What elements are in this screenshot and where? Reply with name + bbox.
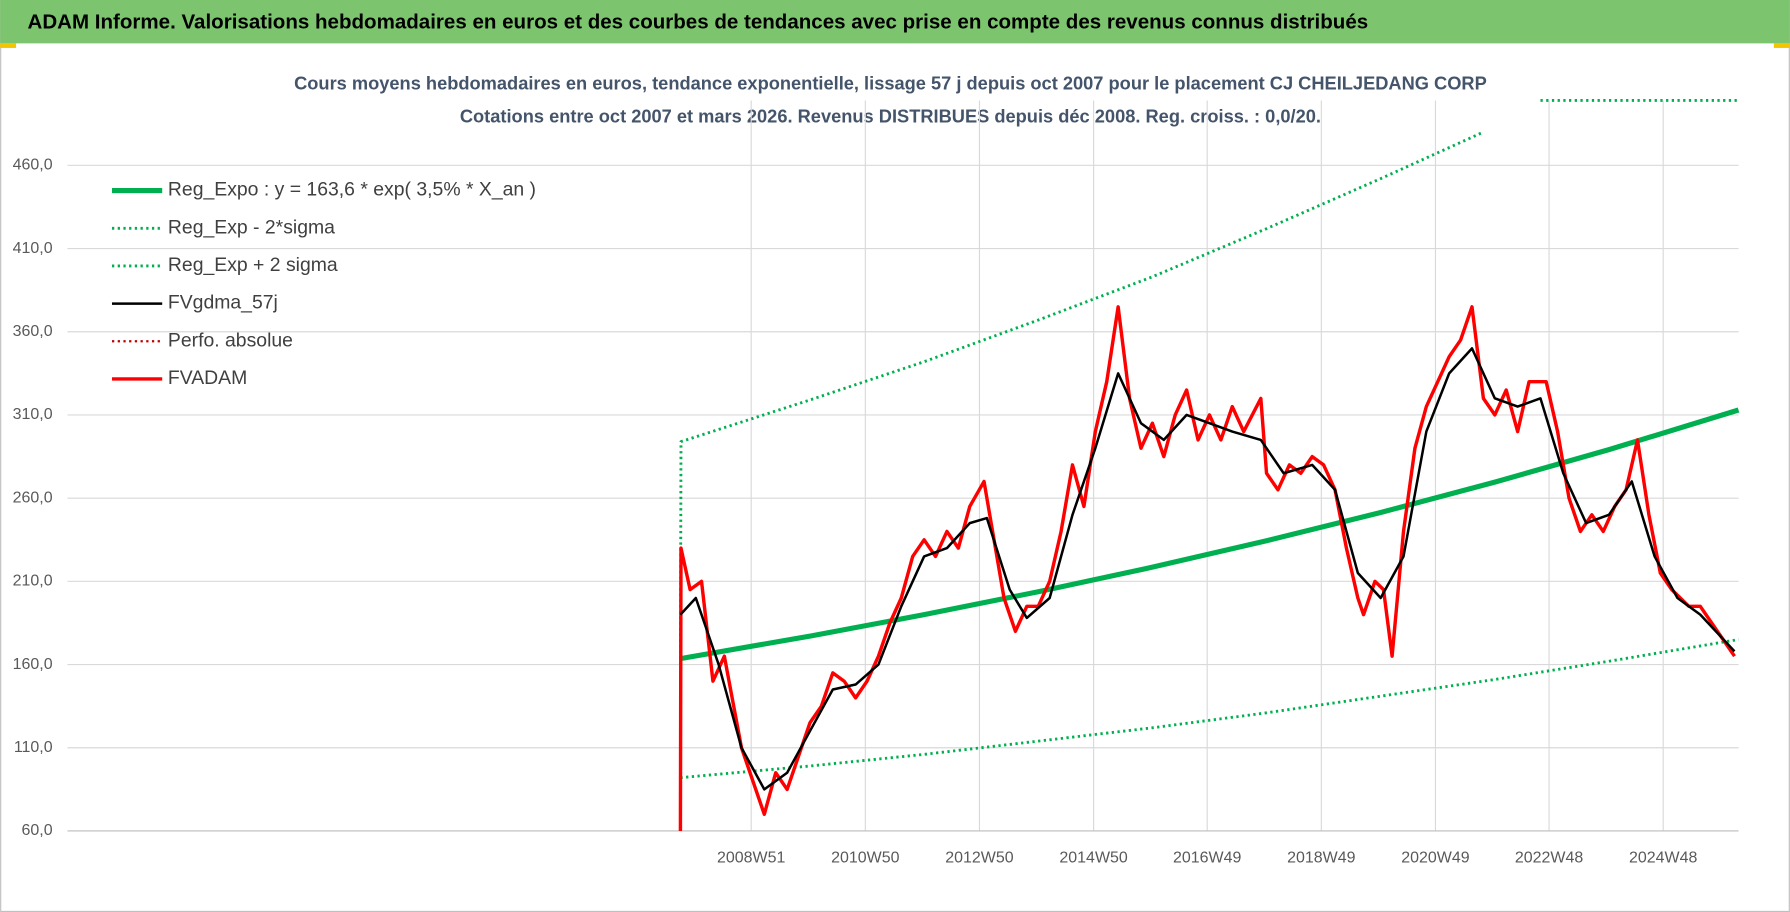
y-tick-label: 360,0 xyxy=(13,323,53,340)
x-tick-label: 2014W50 xyxy=(1059,850,1127,867)
legend-label: Reg_Exp + 2 sigma xyxy=(168,254,338,276)
series-line xyxy=(679,347,1736,791)
grid: 60,0 110,0 160,0 210,0 260,0 310,0 360,0 410,0 4… xyxy=(13,100,1739,867)
x-tick-label: 2010W50 xyxy=(831,850,899,867)
series-line xyxy=(680,638,1739,780)
y-tick-label: 110,0 xyxy=(14,739,53,756)
x-tick-label: 2012W50 xyxy=(945,850,1013,867)
chart-subtitle: Cotations entre oct 2007 et mars 2026. R… xyxy=(460,105,1321,126)
y-tick-label: 410,0 xyxy=(13,240,53,257)
legend-label: Reg_Exp - 2*sigma xyxy=(168,216,335,238)
legend-label: FVgdma_57j xyxy=(168,292,278,314)
x-tick-label: 2008W51 xyxy=(717,850,785,867)
header-title: ADAM Informe. Valorisations hebdomadaire… xyxy=(28,10,1369,33)
series-line xyxy=(679,407,1740,662)
x-tick-label: 2020W49 xyxy=(1401,850,1469,867)
legend-label: Reg_Expo : y = 163,6 * exp( 3,5% * X_an … xyxy=(168,179,536,201)
corner-mark xyxy=(0,43,17,48)
series-line xyxy=(678,99,1739,665)
x-tick-label: 2022W48 xyxy=(1515,850,1583,867)
header-bar xyxy=(0,0,1790,44)
y-tick-label: 460,0 xyxy=(13,157,53,174)
y-tick-label: 60,0 xyxy=(22,822,53,839)
legend-label: FVADAM xyxy=(168,367,247,389)
y-tick-label: 160,0 xyxy=(13,656,53,673)
legend: Reg_Expo : y = 163,6 * exp( 3,5% * X_an … xyxy=(111,179,536,389)
series-line xyxy=(678,305,1736,831)
y-tick-label: 210,0 xyxy=(13,573,53,590)
x-tick-label: 2016W49 xyxy=(1173,850,1241,867)
y-tick-label: 260,0 xyxy=(13,489,53,506)
y-tick-label: 310,0 xyxy=(13,406,53,423)
x-tick-label: 2024W48 xyxy=(1629,850,1697,867)
chart-title: Cours moyens hebdomadaires en euros, ten… xyxy=(294,72,1487,93)
corner-mark xyxy=(1773,43,1790,48)
legend-label: Perfo. absolue xyxy=(168,329,293,351)
plot-area xyxy=(678,99,1740,831)
x-tick-label: 2018W49 xyxy=(1287,850,1355,867)
